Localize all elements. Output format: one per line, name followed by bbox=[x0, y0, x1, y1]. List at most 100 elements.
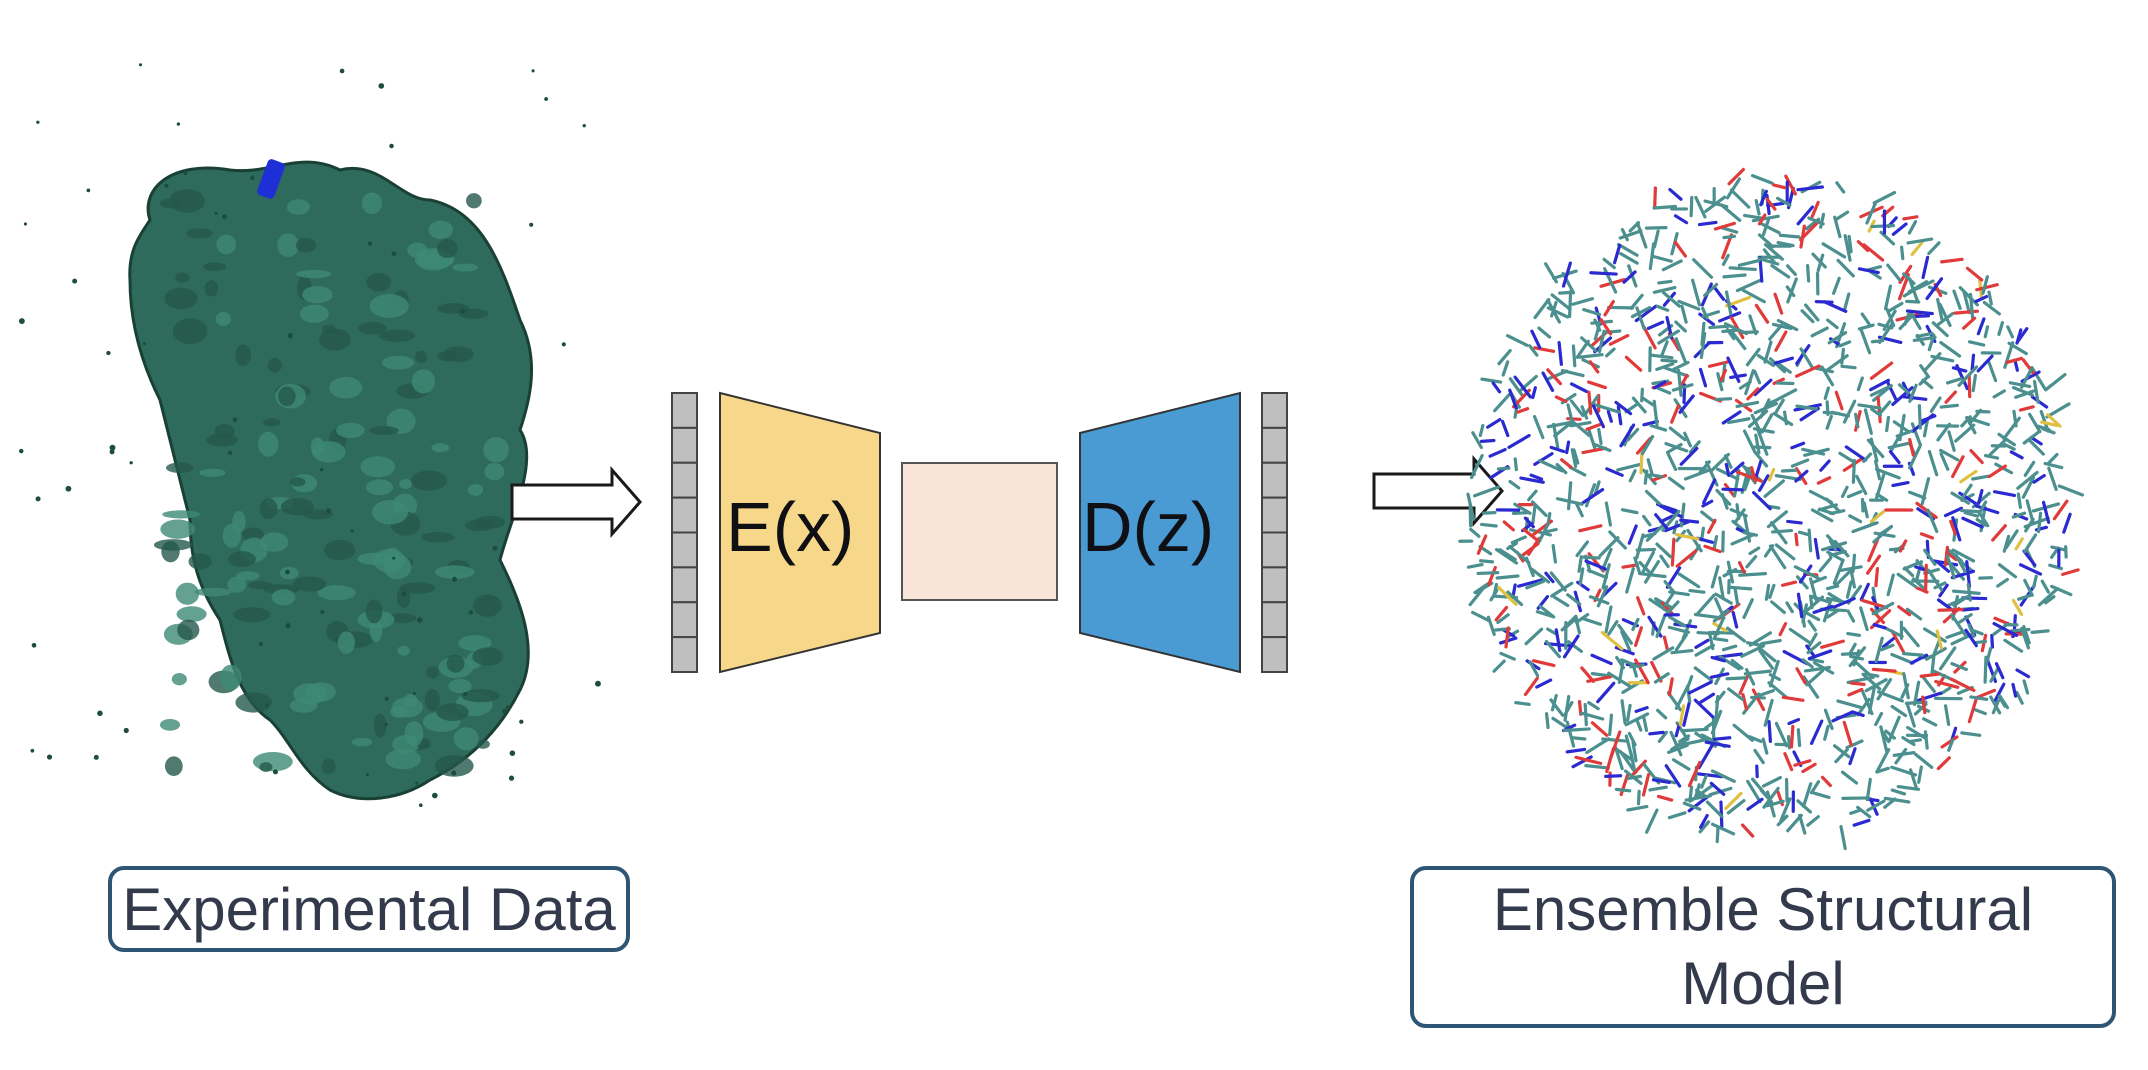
bond-stick bbox=[1805, 263, 1811, 283]
bond-stick bbox=[1694, 643, 1715, 657]
bond-stick bbox=[1770, 264, 1791, 279]
bond-stick bbox=[1825, 497, 1842, 514]
bond-stick bbox=[1687, 795, 1710, 813]
bond-stick bbox=[1510, 535, 1527, 545]
bond-stick bbox=[1713, 736, 1732, 741]
density-speck bbox=[320, 610, 325, 615]
bond-stick bbox=[1862, 243, 1885, 262]
density-speck bbox=[365, 773, 370, 777]
bond-stick bbox=[1635, 533, 1645, 560]
bond-stick bbox=[2023, 516, 2050, 529]
bond-stick bbox=[1551, 543, 1558, 564]
density-speck bbox=[250, 175, 255, 181]
density-blob bbox=[172, 318, 208, 344]
bond-stick bbox=[1825, 584, 1840, 591]
bond-stick bbox=[1652, 380, 1667, 390]
bond-stick bbox=[1631, 663, 1639, 678]
bond-stick bbox=[1496, 613, 1510, 625]
bond-stick bbox=[2044, 595, 2056, 605]
bond-stick bbox=[1950, 491, 1971, 505]
bond-stick bbox=[1827, 592, 1844, 603]
bond-stick bbox=[1808, 594, 1814, 610]
bond-stick bbox=[1878, 400, 1892, 416]
bond-stick bbox=[1557, 341, 1563, 366]
density-blob bbox=[387, 613, 417, 624]
bond-stick bbox=[1710, 822, 1736, 836]
bond-stick bbox=[1883, 796, 1911, 804]
density-blob bbox=[258, 431, 279, 457]
bond-stick bbox=[1826, 550, 1845, 562]
bond-stick bbox=[1959, 469, 1978, 484]
density-marker bbox=[257, 159, 285, 199]
bond-stick bbox=[1604, 774, 1623, 778]
bond-stick bbox=[1660, 340, 1669, 358]
bond-stick bbox=[1745, 555, 1758, 569]
bond-stick bbox=[1652, 204, 1678, 210]
latent-space-block bbox=[901, 462, 1058, 601]
density-speck bbox=[222, 214, 227, 220]
bond-stick bbox=[1619, 252, 1639, 265]
bond-stick bbox=[1768, 583, 1776, 600]
bond-stick bbox=[2046, 452, 2059, 465]
bond-stick bbox=[2022, 430, 2040, 445]
bond-stick bbox=[1724, 462, 1731, 477]
bond-stick bbox=[1486, 417, 1502, 429]
density-speck bbox=[367, 241, 373, 246]
bond-stick bbox=[1634, 626, 1643, 647]
bond-stick bbox=[1753, 450, 1769, 468]
bond-stick bbox=[1531, 659, 1556, 668]
density-speck bbox=[258, 641, 263, 647]
bond-stick bbox=[2011, 386, 2035, 397]
bond-stick bbox=[1529, 528, 1552, 537]
bond-stick bbox=[1720, 226, 1739, 234]
bond-stick bbox=[1887, 715, 1901, 743]
density-speck bbox=[452, 576, 458, 582]
bond-stick bbox=[1753, 689, 1775, 699]
bond-stick bbox=[1750, 174, 1774, 185]
bond-stick bbox=[1845, 580, 1853, 599]
bond-stick bbox=[1922, 717, 1938, 727]
bond-stick bbox=[1854, 412, 1860, 429]
bond-stick bbox=[1657, 329, 1681, 345]
bond-stick bbox=[1923, 352, 1942, 372]
experimental-data-label: Experimental Data bbox=[108, 866, 630, 952]
vector-cell bbox=[1261, 636, 1288, 673]
bond-stick bbox=[1752, 491, 1772, 511]
bond-stick bbox=[1616, 462, 1643, 472]
bond-stick bbox=[1748, 546, 1761, 556]
density-blob bbox=[203, 262, 227, 272]
bond-stick bbox=[1796, 185, 1824, 192]
density-blob bbox=[404, 721, 424, 747]
bond-stick bbox=[1635, 718, 1643, 732]
bond-stick bbox=[2041, 500, 2051, 524]
bond-stick bbox=[1724, 791, 1743, 811]
bond-stick bbox=[1701, 499, 1714, 508]
density-speck bbox=[531, 69, 535, 73]
bond-stick bbox=[1967, 340, 1986, 347]
bond-stick bbox=[1921, 255, 1930, 280]
bond-stick bbox=[1597, 427, 1603, 446]
bond-stick bbox=[1600, 547, 1613, 572]
bond-stick bbox=[1799, 347, 1814, 369]
bond-stick bbox=[1931, 321, 1949, 338]
bond-stick bbox=[1762, 248, 1777, 265]
bond-stick bbox=[1983, 453, 2000, 460]
bond-stick bbox=[1644, 489, 1664, 508]
bond-stick bbox=[2023, 460, 2036, 477]
vector-cell bbox=[671, 601, 698, 639]
density-blob bbox=[373, 713, 387, 738]
bond-stick bbox=[1833, 215, 1842, 239]
bond-stick bbox=[1566, 640, 1583, 653]
bond-stick bbox=[1796, 205, 1814, 226]
bond-stick bbox=[1881, 731, 1891, 744]
bond-stick bbox=[1811, 252, 1827, 269]
bond-stick bbox=[1693, 666, 1714, 682]
density-blob bbox=[321, 758, 336, 775]
bond-stick bbox=[1863, 408, 1873, 436]
bond-stick bbox=[1661, 259, 1683, 272]
bond-stick bbox=[1698, 367, 1708, 388]
bond-stick bbox=[1672, 360, 1690, 371]
bond-stick bbox=[1544, 527, 1558, 534]
bond-stick bbox=[1466, 562, 1484, 569]
bond-stick bbox=[1680, 727, 1709, 733]
